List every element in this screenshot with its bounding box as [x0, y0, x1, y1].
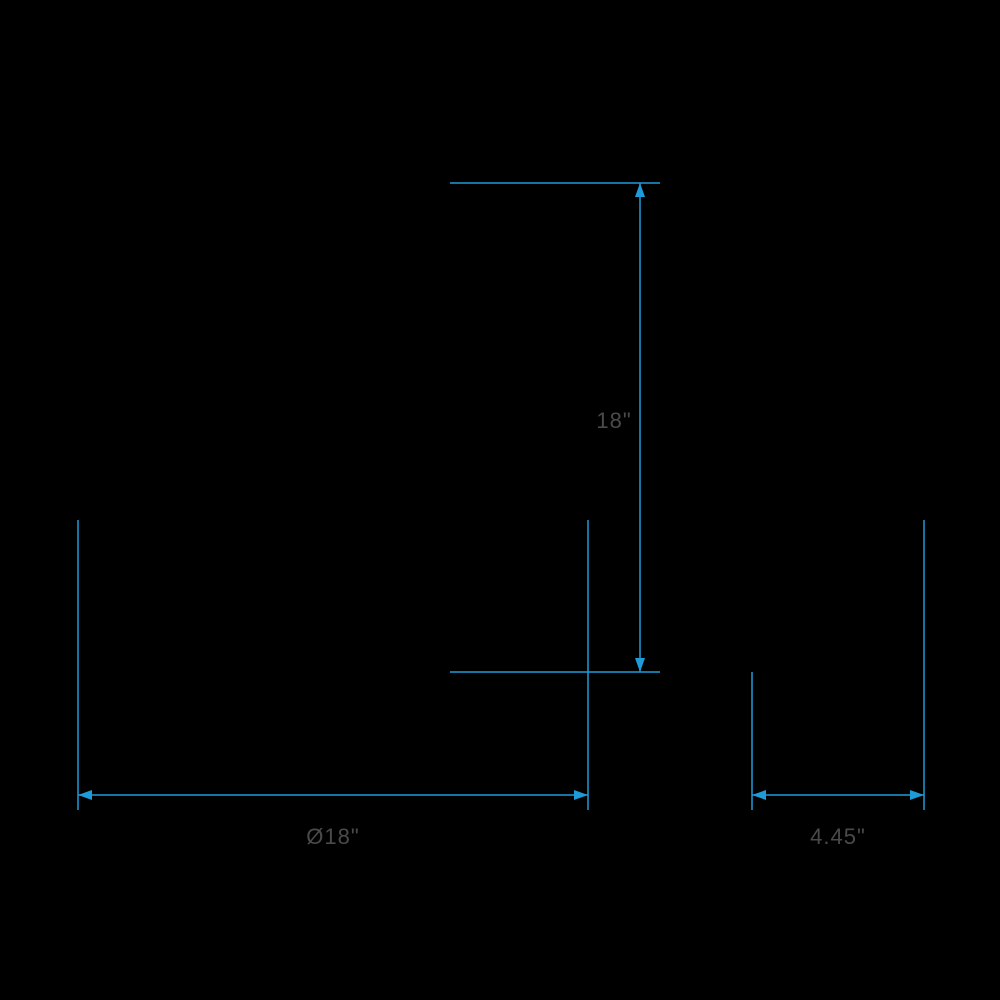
- height-label: 18": [596, 408, 631, 433]
- diameter-label: Ø18": [306, 824, 359, 849]
- base-arrow-left: [752, 790, 766, 800]
- height-arrow-bottom: [635, 658, 645, 672]
- dimension-diameter: Ø18": [78, 520, 588, 849]
- height-arrow-top: [635, 183, 645, 197]
- diameter-arrow-right: [574, 790, 588, 800]
- base-arrow-right: [910, 790, 924, 800]
- dimension-base-width: 4.45": [752, 520, 924, 849]
- diameter-arrow-left: [78, 790, 92, 800]
- base-width-label: 4.45": [810, 824, 866, 849]
- dimension-diagram: 18" Ø18" 4.45": [0, 0, 1000, 1000]
- dimension-height: 18": [450, 183, 660, 672]
